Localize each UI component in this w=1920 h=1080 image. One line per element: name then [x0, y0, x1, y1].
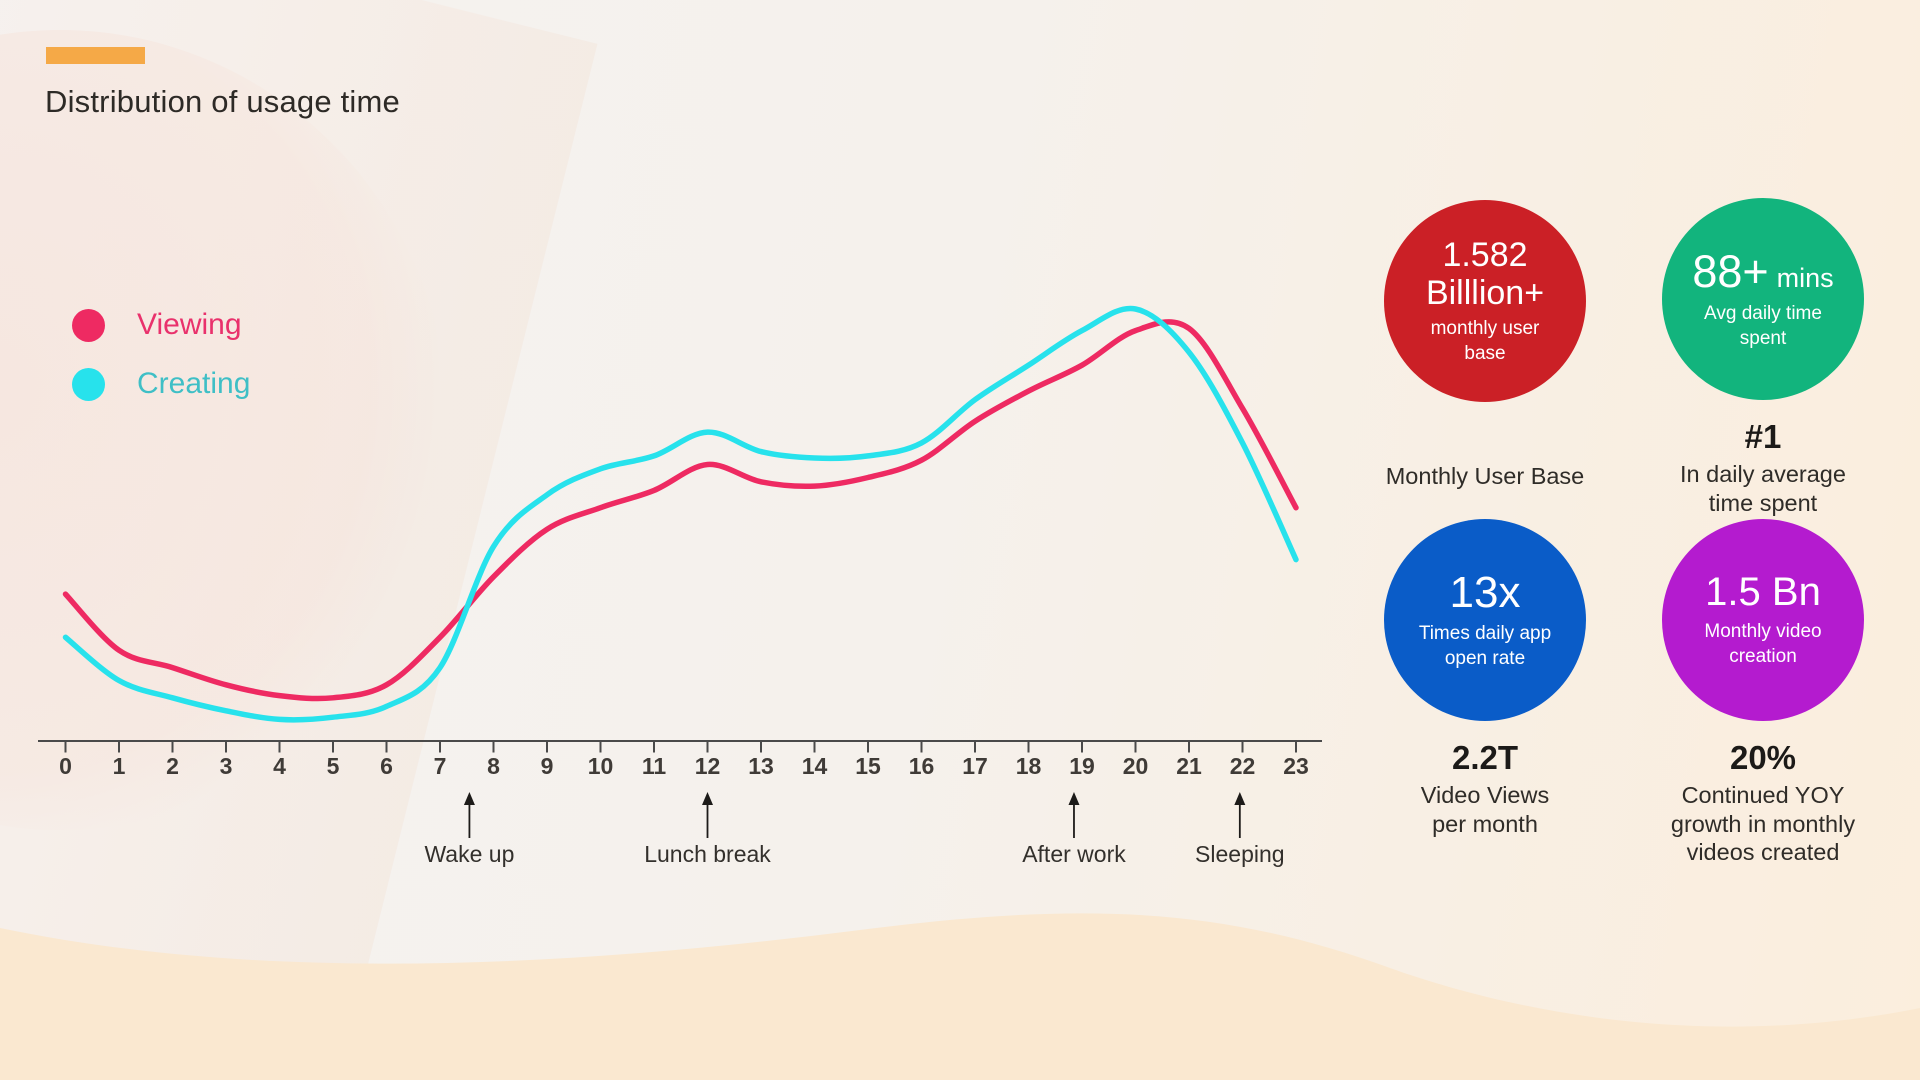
stat-circle: 13x Times daily app open rate [1384, 519, 1586, 721]
annotation-label: Sleeping [1195, 841, 1285, 867]
x-tick-label: 22 [1230, 753, 1256, 779]
x-tick-label: 0 [59, 753, 72, 779]
x-tick-label: 23 [1283, 753, 1309, 779]
stat-card-app-open-rate: 13x Times daily app open rate 2.2T Video… [1330, 519, 1640, 838]
x-tick-label: 9 [541, 753, 554, 779]
stat-card-monthly-user-base: 1.582 Billlion+ monthly user base Monthl… [1330, 200, 1640, 491]
series-line-creating [62, 305, 1299, 723]
x-tick-label: 5 [327, 753, 340, 779]
stat-caption: Video Views per month [1420, 782, 1550, 837]
x-tick-label: 6 [380, 753, 393, 779]
stat-subtitle: Monthly video creation [1704, 621, 1822, 667]
stat-value: 1.582 Billlion+ [1425, 235, 1545, 312]
x-tick-label: 11 [642, 753, 667, 779]
x-tick-label: 21 [1176, 753, 1202, 779]
x-tick-label: 4 [273, 753, 286, 779]
accent-bar [46, 47, 145, 64]
annotation-arrowhead [1234, 792, 1246, 805]
legend-item-viewing: Viewing [72, 308, 250, 342]
x-tick-label: 8 [487, 753, 500, 779]
usage-time-chart: 0 1 2 3 4 5 6 7 8 9 10 11 12 13 14 15 16 17 18 19 20 21 22 23Wa… [38, 305, 1322, 867]
stat-caption-block: 20% Continued YOY growth in monthly vide… [1608, 737, 1918, 867]
viewing-dot-icon [72, 308, 105, 342]
x-tick-label: 13 [748, 753, 774, 779]
stat-subtitle: monthly user base [1430, 317, 1540, 364]
page-title: Distribution of usage time [45, 84, 400, 119]
stat-subtitle: Avg daily time spent [1704, 303, 1822, 349]
stat-caption: In daily average time spent [1680, 461, 1846, 516]
stat-value: 1.5 Bn [1705, 570, 1821, 615]
x-tick-label: 12 [695, 753, 721, 779]
stat-subtitle: Times daily app open rate [1418, 623, 1552, 670]
stat-caption-block: Monthly User Base [1330, 418, 1640, 491]
stat-caption-block: #1 In daily average time spent [1608, 416, 1918, 517]
x-tick-label: 17 [962, 753, 988, 779]
annotation-arrowhead [1068, 792, 1080, 805]
x-tick-label: 18 [1016, 753, 1042, 779]
stat-card-avg-daily-time: 88+ mins Avg daily time spent #1 In dail… [1608, 198, 1918, 517]
stat-caption-bold: #1 [1744, 418, 1782, 455]
stat-caption: Monthly User Base [1385, 463, 1585, 489]
stat-unit: mins [1776, 262, 1834, 293]
x-tick-label: 1 [113, 753, 126, 779]
x-tick-label: 16 [909, 753, 935, 779]
annotation-label: After work [1022, 841, 1126, 867]
stat-caption-bold [1330, 418, 1640, 460]
legend-item-creating: Creating [72, 367, 250, 401]
stat-caption-bold: 2.2T [1451, 739, 1519, 776]
legend-label: Creating [137, 367, 251, 400]
x-tick-label: 10 [588, 753, 614, 779]
legend-label: Viewing [137, 308, 242, 341]
x-tick-label: 20 [1123, 753, 1149, 779]
x-tick-label: 19 [1069, 753, 1095, 779]
x-tick-label: 14 [802, 753, 828, 779]
stat-caption-block: 2.2T Video Views per month [1330, 737, 1640, 838]
stat-circle: 1.5 Bn Monthly video creation [1662, 519, 1864, 721]
legend: Viewing Creating [72, 308, 250, 426]
stat-circle: 88+ mins Avg daily time spent [1662, 198, 1864, 400]
stat-value: 88+ [1692, 245, 1769, 297]
creating-dot-icon [72, 367, 105, 401]
stat-caption: Continued YOY growth in monthly videos c… [1670, 782, 1856, 866]
stat-caption-bold: 20% [1729, 739, 1797, 776]
stat-value: 13x [1449, 568, 1521, 618]
x-tick-label: 15 [855, 753, 881, 779]
series-line-viewing [62, 319, 1299, 702]
annotation-arrowhead [702, 792, 713, 805]
annotation-arrowhead [463, 792, 475, 805]
stat-card-video-creation: 1.5 Bn Monthly video creation 20% Contin… [1608, 519, 1918, 867]
stat-circle: 1.582 Billlion+ monthly user base [1384, 200, 1586, 402]
annotation-label: Wake up [424, 841, 514, 867]
x-tick-label: 7 [434, 753, 447, 779]
x-tick-label: 2 [166, 753, 179, 779]
x-tick-label: 3 [220, 753, 233, 779]
annotation-label: Lunch break [644, 841, 771, 867]
